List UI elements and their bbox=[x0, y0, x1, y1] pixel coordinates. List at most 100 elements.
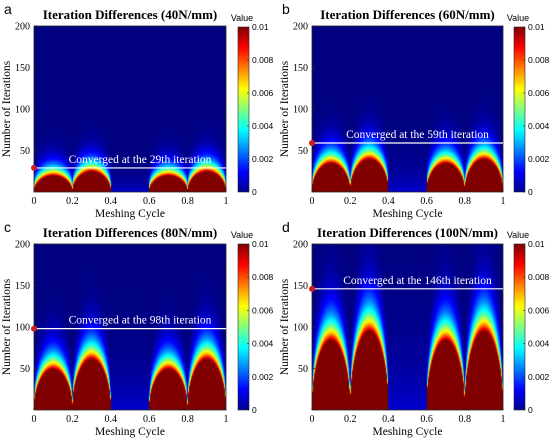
colorbar-tick-label: 0.008 bbox=[252, 55, 274, 65]
x-tick-label: 0.2 bbox=[66, 414, 79, 425]
colorbar bbox=[237, 26, 250, 193]
colorbar-tick-label: 0.006 bbox=[528, 88, 550, 98]
x-tick-label: 1 bbox=[224, 414, 229, 425]
y-tick-label: 150 bbox=[293, 281, 308, 292]
colorbar-title: Value bbox=[231, 13, 253, 23]
colorbar-tick-label: 0.008 bbox=[528, 272, 550, 282]
x-tick-label: 0.8 bbox=[459, 414, 472, 425]
colorbar-tick-label: 0.01 bbox=[528, 22, 545, 32]
panel-title: Iteration Differences (80N/mm) bbox=[43, 225, 217, 240]
colorbar-tick-label: 0.008 bbox=[528, 55, 550, 65]
x-tick-label: 0.4 bbox=[382, 196, 395, 207]
x-tick-label: 1 bbox=[501, 414, 506, 425]
y-tick-label: 150 bbox=[15, 281, 30, 292]
x-tick-label: 0 bbox=[310, 196, 315, 207]
panel-title: Iteration Differences (40N/mm) bbox=[43, 7, 217, 22]
colorbar-tick-label: 0.004 bbox=[252, 339, 274, 349]
convergence-annotation: Converged at the 29th iteration bbox=[69, 154, 212, 166]
convergence-annotation: Converged at the 146th iteration bbox=[343, 275, 492, 287]
y-tick-label: 200 bbox=[15, 22, 30, 33]
colorbar-tick-label: 0.004 bbox=[528, 339, 550, 349]
colorbar-tick-label: 0.006 bbox=[528, 305, 550, 315]
y-axis-label: Number of Iterations bbox=[279, 60, 291, 157]
y-axis-label: Number of Iterations bbox=[1, 60, 13, 157]
colorbar-tick-label: 0.004 bbox=[252, 121, 274, 131]
panel-title: Iteration Differences (60N/mm) bbox=[320, 7, 494, 22]
y-tick-label: 50 bbox=[20, 364, 30, 375]
y-tick-label: 200 bbox=[15, 240, 30, 251]
x-tick-label: 0.8 bbox=[459, 196, 472, 207]
colorbar-tick-label: 0 bbox=[252, 187, 257, 197]
convergence-annotation: Converged at the 98th iteration bbox=[69, 315, 212, 327]
y-tick-label: 100 bbox=[15, 105, 30, 116]
colorbar-tick-label: 0.01 bbox=[528, 239, 545, 249]
convergence-marker bbox=[309, 140, 315, 147]
x-tick-label: 0 bbox=[32, 196, 37, 207]
y-tick-label: 50 bbox=[298, 146, 308, 157]
y-tick-label: 150 bbox=[293, 63, 308, 74]
panel-letter: c bbox=[4, 219, 11, 235]
y-tick-label: 100 bbox=[15, 323, 30, 334]
y-tick-label: 100 bbox=[293, 105, 308, 116]
convergence-marker bbox=[31, 325, 37, 332]
colorbar-title: Value bbox=[507, 13, 529, 23]
colorbar-tick-label: 0 bbox=[528, 187, 533, 197]
x-tick-label: 0.6 bbox=[143, 196, 156, 207]
x-tick-label: 0.2 bbox=[66, 196, 79, 207]
x-tick-label: 0.4 bbox=[382, 414, 395, 425]
y-tick-label: 50 bbox=[20, 146, 30, 157]
x-tick-label: 0.6 bbox=[420, 196, 433, 207]
colorbar-tick-label: 0.006 bbox=[252, 88, 274, 98]
y-tick-label: 200 bbox=[293, 240, 308, 251]
x-tick-label: 0.2 bbox=[344, 196, 357, 207]
x-tick-label: 0.6 bbox=[420, 414, 433, 425]
y-tick-label: 50 bbox=[298, 364, 308, 375]
x-tick-label: 0 bbox=[310, 414, 315, 425]
x-tick-label: 0 bbox=[32, 414, 37, 425]
heatmap-image bbox=[34, 244, 226, 410]
y-tick-label: 200 bbox=[293, 22, 308, 33]
y-axis-label: Number of Iterations bbox=[279, 278, 291, 375]
colorbar bbox=[237, 243, 250, 411]
colorbar bbox=[513, 243, 526, 411]
colorbar-tick-label: 0.01 bbox=[252, 239, 269, 249]
x-tick-label: 0.4 bbox=[105, 196, 118, 207]
x-tick-label: 1 bbox=[224, 196, 229, 207]
panel-letter: b bbox=[282, 1, 290, 17]
x-axis-label: Meshing Cycle bbox=[95, 208, 165, 220]
colorbar-tick-label: 0.008 bbox=[252, 272, 274, 282]
convergence-marker bbox=[31, 164, 37, 171]
colorbar-tick-label: 0 bbox=[528, 405, 533, 415]
colorbar-tick-label: 0 bbox=[252, 405, 257, 415]
x-axis-label: Meshing Cycle bbox=[95, 426, 165, 438]
panel-letter: d bbox=[282, 219, 290, 235]
x-axis-label: Meshing Cycle bbox=[373, 426, 443, 438]
panel-title: Iteration Differences (100N/mm) bbox=[317, 225, 498, 240]
x-tick-label: 0.8 bbox=[181, 196, 194, 207]
heatmap-image bbox=[312, 244, 503, 410]
x-axis-label: Meshing Cycle bbox=[373, 208, 443, 220]
panel-letter: a bbox=[4, 1, 12, 17]
colorbar-tick-label: 0.006 bbox=[252, 305, 274, 315]
x-tick-label: 0.6 bbox=[143, 414, 156, 425]
y-tick-label: 100 bbox=[293, 323, 308, 334]
heatmap-image bbox=[34, 26, 226, 192]
colorbar bbox=[513, 26, 526, 193]
colorbar-tick-label: 0.002 bbox=[528, 372, 550, 382]
colorbar-tick-label: 0.002 bbox=[528, 154, 550, 164]
convergence-marker bbox=[309, 285, 315, 292]
convergence-annotation: Converged at the 59th iteration bbox=[346, 129, 489, 141]
x-tick-label: 0.4 bbox=[105, 414, 118, 425]
x-tick-label: 1 bbox=[501, 196, 506, 207]
colorbar-title: Value bbox=[507, 230, 529, 240]
colorbar-title: Value bbox=[231, 230, 253, 240]
heatmap-image bbox=[312, 26, 503, 192]
x-tick-label: 0.8 bbox=[181, 414, 194, 425]
colorbar-tick-label: 0.004 bbox=[528, 121, 550, 131]
colorbar-tick-label: 0.01 bbox=[252, 22, 269, 32]
colorbar-tick-label: 0.002 bbox=[252, 372, 274, 382]
x-tick-label: 0.2 bbox=[344, 414, 357, 425]
y-axis-label: Number of Iterations bbox=[1, 278, 13, 375]
colorbar-tick-label: 0.002 bbox=[252, 154, 274, 164]
